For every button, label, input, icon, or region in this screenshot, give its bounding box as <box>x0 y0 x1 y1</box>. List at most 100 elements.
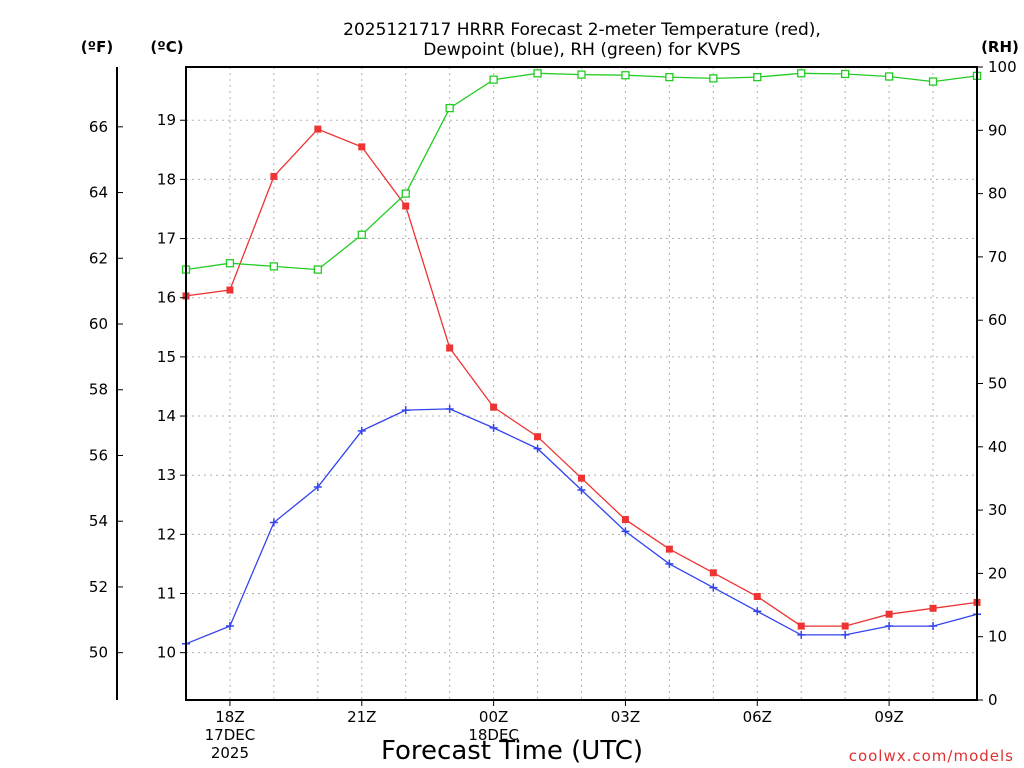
relative-humidity-point <box>621 71 630 80</box>
temperature-point <box>226 286 234 294</box>
dewpoint-point <box>269 518 278 527</box>
rh-tick-label: 40 <box>988 438 1007 456</box>
rh-tick-label: 0 <box>988 691 998 709</box>
rh-tick-label: 30 <box>988 501 1007 519</box>
temperature-point <box>402 202 410 210</box>
dewpoint-point <box>577 485 586 494</box>
relative-humidity-point <box>269 262 279 271</box>
dewpoint-point <box>841 630 850 639</box>
x-tick-label: 03Z <box>611 708 640 726</box>
x-tick-label: 00Z <box>479 708 508 726</box>
rh-tick-label: 90 <box>988 121 1007 139</box>
rh-tick-label: 100 <box>988 58 1017 76</box>
relative-humidity-point <box>709 74 718 83</box>
relative-humidity-point <box>884 72 894 81</box>
dewpoint-point <box>753 607 762 616</box>
rh-tick-label: 20 <box>988 564 1007 582</box>
dewpoint-point <box>709 583 718 592</box>
rh-tick-label: 70 <box>988 248 1007 266</box>
temperature-point <box>490 403 498 411</box>
temperature-point <box>621 516 629 524</box>
temperature-line <box>185 128 978 627</box>
fahrenheit-tick-label: 58 <box>89 381 108 399</box>
rh-tick-label: 60 <box>988 311 1007 329</box>
dewpoint-point <box>313 483 322 492</box>
celsius-tick-label: 15 <box>157 348 176 366</box>
relative-humidity-point <box>533 69 542 78</box>
series-layer <box>181 69 982 648</box>
celsius-tick-label: 18 <box>157 170 176 188</box>
temperature-point <box>578 474 585 482</box>
celsius-tick-label: 19 <box>157 111 176 129</box>
relative-humidity-point <box>313 265 322 274</box>
fahrenheit-tick-label: 64 <box>89 184 108 202</box>
fahrenheit-tick-label: 56 <box>89 446 108 464</box>
relative-humidity-point <box>445 103 454 113</box>
fahrenheit-tick-label: 62 <box>89 249 108 267</box>
x-tick-label: 21Z <box>347 708 376 726</box>
relative-humidity-point <box>665 72 674 82</box>
celsius-tick-label: 11 <box>157 585 176 603</box>
grid-lines <box>186 67 977 700</box>
x-tick-label: 09Z <box>874 708 903 726</box>
temperature-point <box>797 622 805 630</box>
dewpoint-point <box>885 622 894 631</box>
dewpoint-point <box>357 426 366 435</box>
rh-tick-label: 50 <box>988 375 1007 393</box>
celsius-unit-label: (ºC) <box>150 38 183 56</box>
fahrenheit-tick-label: 54 <box>89 512 108 530</box>
x-tick-label: 2025 <box>211 744 249 762</box>
temperature-point <box>709 569 717 577</box>
source-credit: coolwx.com/models <box>849 747 1014 765</box>
relative-humidity-point <box>225 259 235 268</box>
relative-humidity-line <box>185 72 978 271</box>
plot-frame <box>185 66 978 701</box>
celsius-tick-label: 12 <box>157 525 176 543</box>
dewpoint-point <box>445 404 454 413</box>
relative-humidity-point <box>401 189 410 198</box>
x-tick-label: 18Z <box>215 708 244 726</box>
fahrenheit-tick-label: 60 <box>89 315 108 333</box>
dewpoint-point <box>621 527 630 536</box>
dewpoint-point <box>533 444 542 453</box>
dewpoint-point <box>665 559 674 568</box>
celsius-tick-label: 10 <box>157 644 176 662</box>
dewpoint-point <box>401 406 410 415</box>
dewpoint-point <box>929 622 938 631</box>
relative-humidity-point <box>577 70 586 79</box>
temperature-point <box>885 610 893 618</box>
rh-tick-label: 80 <box>988 185 1007 203</box>
relative-humidity-point <box>841 69 850 79</box>
temperature-point <box>314 125 322 133</box>
temperature-point <box>929 604 937 612</box>
fahrenheit-tick-label: 52 <box>89 578 108 596</box>
x-axis-title: Forecast Time (UTC) <box>381 736 643 766</box>
chart-title-line-1: 2025121717 HRRR Forecast 2-meter Tempera… <box>343 20 821 40</box>
temperature-point <box>534 433 542 441</box>
x-tick-label: 17DEC <box>205 726 256 744</box>
celsius-tick-label: 16 <box>157 289 176 307</box>
rh-unit-label: (RH) <box>981 38 1019 56</box>
temperature-point <box>358 143 366 151</box>
dewpoint-point <box>225 622 234 631</box>
celsius-tick-label: 17 <box>157 230 176 248</box>
chart-title-line-2: Dewpoint (blue), RH (green) for KVPS <box>423 40 740 60</box>
temperature-point <box>446 344 454 352</box>
celsius-tick-label: 14 <box>157 407 176 425</box>
dewpoint-point <box>797 630 806 639</box>
temperature-point <box>753 592 761 600</box>
dewpoint-point <box>489 423 498 432</box>
fahrenheit-unit-label: (ºF) <box>81 38 113 56</box>
x-tick-label: 18DEC <box>468 726 519 744</box>
temperature-point <box>270 172 278 180</box>
temperature-point <box>665 545 673 553</box>
relative-humidity-point <box>489 75 498 84</box>
fahrenheit-tick-label: 50 <box>89 644 108 662</box>
axis-labels: 10 11 12 13 14 15 16 17 18 19 50 52 54 56 58 60 62 64 66 0 1… <box>89 58 1017 762</box>
relative-humidity-point <box>357 230 366 239</box>
temperature-point <box>841 622 849 630</box>
relative-humidity-point <box>928 77 938 86</box>
celsius-tick-label: 13 <box>157 466 176 484</box>
rh-tick-label: 10 <box>988 628 1007 646</box>
